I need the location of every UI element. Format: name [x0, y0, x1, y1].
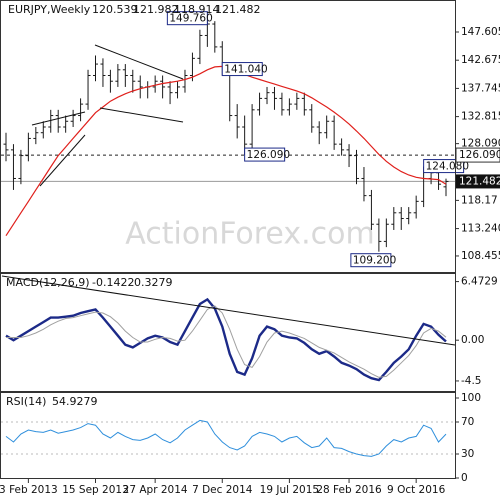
watermark: ActionForex.com — [125, 217, 374, 252]
y-tick-label: 137.745 — [461, 82, 500, 94]
series-line — [5, 297, 447, 382]
y-tick-label: 108.455 — [461, 250, 500, 262]
price-frame — [0, 0, 456, 273]
annotation-label: 126.090 — [247, 149, 290, 161]
title: EURJPY,Weekly — [8, 3, 91, 16]
annotation-box — [221, 62, 263, 77]
y-tick-label: 147.605 — [461, 26, 500, 38]
y-tick-label: 100 — [461, 392, 481, 404]
x-tick-label: 15 Sep 2013 — [62, 484, 129, 496]
x-tick-label: 7 Dec 2014 — [192, 484, 253, 496]
ohlc-high: 121.982 — [133, 3, 179, 16]
ohlc-close: 121.482 — [215, 3, 261, 16]
rsi-value: 54.9279 — [52, 395, 98, 408]
y-tick-label: 132.815 — [461, 111, 500, 123]
current-price-label: 121.482 — [459, 175, 500, 187]
ohlc-low: 118.914 — [174, 3, 220, 16]
price-box-label: 126.090 — [459, 149, 500, 161]
macd-header: MACD(12,26,9) -0.1422 0.3279 — [6, 276, 173, 289]
ohlc-open: 120.539 — [92, 3, 138, 16]
y-tick-label: 0 — [461, 472, 468, 484]
annotation-box — [423, 159, 465, 174]
series-line — [6, 305, 447, 378]
annotation-label: 141.040 — [224, 64, 267, 76]
x-tick-label: 28 Feb 2016 — [316, 484, 382, 496]
rsi-header: RSI(14) 54.9279 — [6, 395, 98, 408]
y-tick-label: 6.4729 — [461, 276, 498, 288]
rsi-title: RSI(14) — [6, 395, 46, 408]
signal-value: 0.3279 — [134, 276, 173, 289]
price-box — [456, 174, 500, 189]
y-tick-label: 128.090 — [461, 138, 500, 150]
channel-line — [39, 134, 86, 187]
y-tick-label: 0.00 — [461, 334, 484, 346]
annotation-label: 149.760 — [169, 13, 212, 25]
annotation-label: 124.080 — [426, 161, 469, 173]
y-tick-label: 30 — [461, 448, 474, 460]
wedge-line — [94, 44, 184, 80]
annotation-box — [166, 11, 208, 26]
y-tick-label: 70 — [461, 416, 474, 428]
price-box — [455, 147, 500, 163]
x-tick-label: 27 Apr 2014 — [123, 484, 188, 496]
macd-value: -0.1422 — [92, 276, 134, 289]
macd-title: MACD(12,26,9) — [6, 276, 90, 289]
x-tick-label: 9 Oct 2016 — [387, 484, 446, 496]
macd-frame — [0, 273, 456, 392]
channel-line — [31, 111, 86, 126]
series-line — [5, 419, 447, 457]
y-tick-label: 142.675 — [461, 54, 500, 66]
x-tick-label: 19 Jul 2015 — [260, 484, 319, 496]
header: EURJPY,Weekly 120.539 121.982 118.914 12… — [8, 3, 261, 16]
annotation-box — [350, 253, 392, 268]
annotation-box — [244, 147, 286, 162]
plot-layer: 149.760 141.040 126.090 124.080 109.200 — [1, 11, 469, 457]
y-tick-label: -4.5 — [461, 375, 482, 387]
y-tick-label: 113.240 — [461, 223, 500, 235]
wedge-line — [99, 107, 184, 123]
x-tick-label: 3 Feb 2013 — [0, 484, 58, 496]
annotation-label: 109.200 — [353, 255, 396, 267]
y-tick-label: 118.17 — [461, 194, 498, 206]
rsi-frame — [0, 392, 456, 479]
macd-trendline — [1, 275, 456, 346]
